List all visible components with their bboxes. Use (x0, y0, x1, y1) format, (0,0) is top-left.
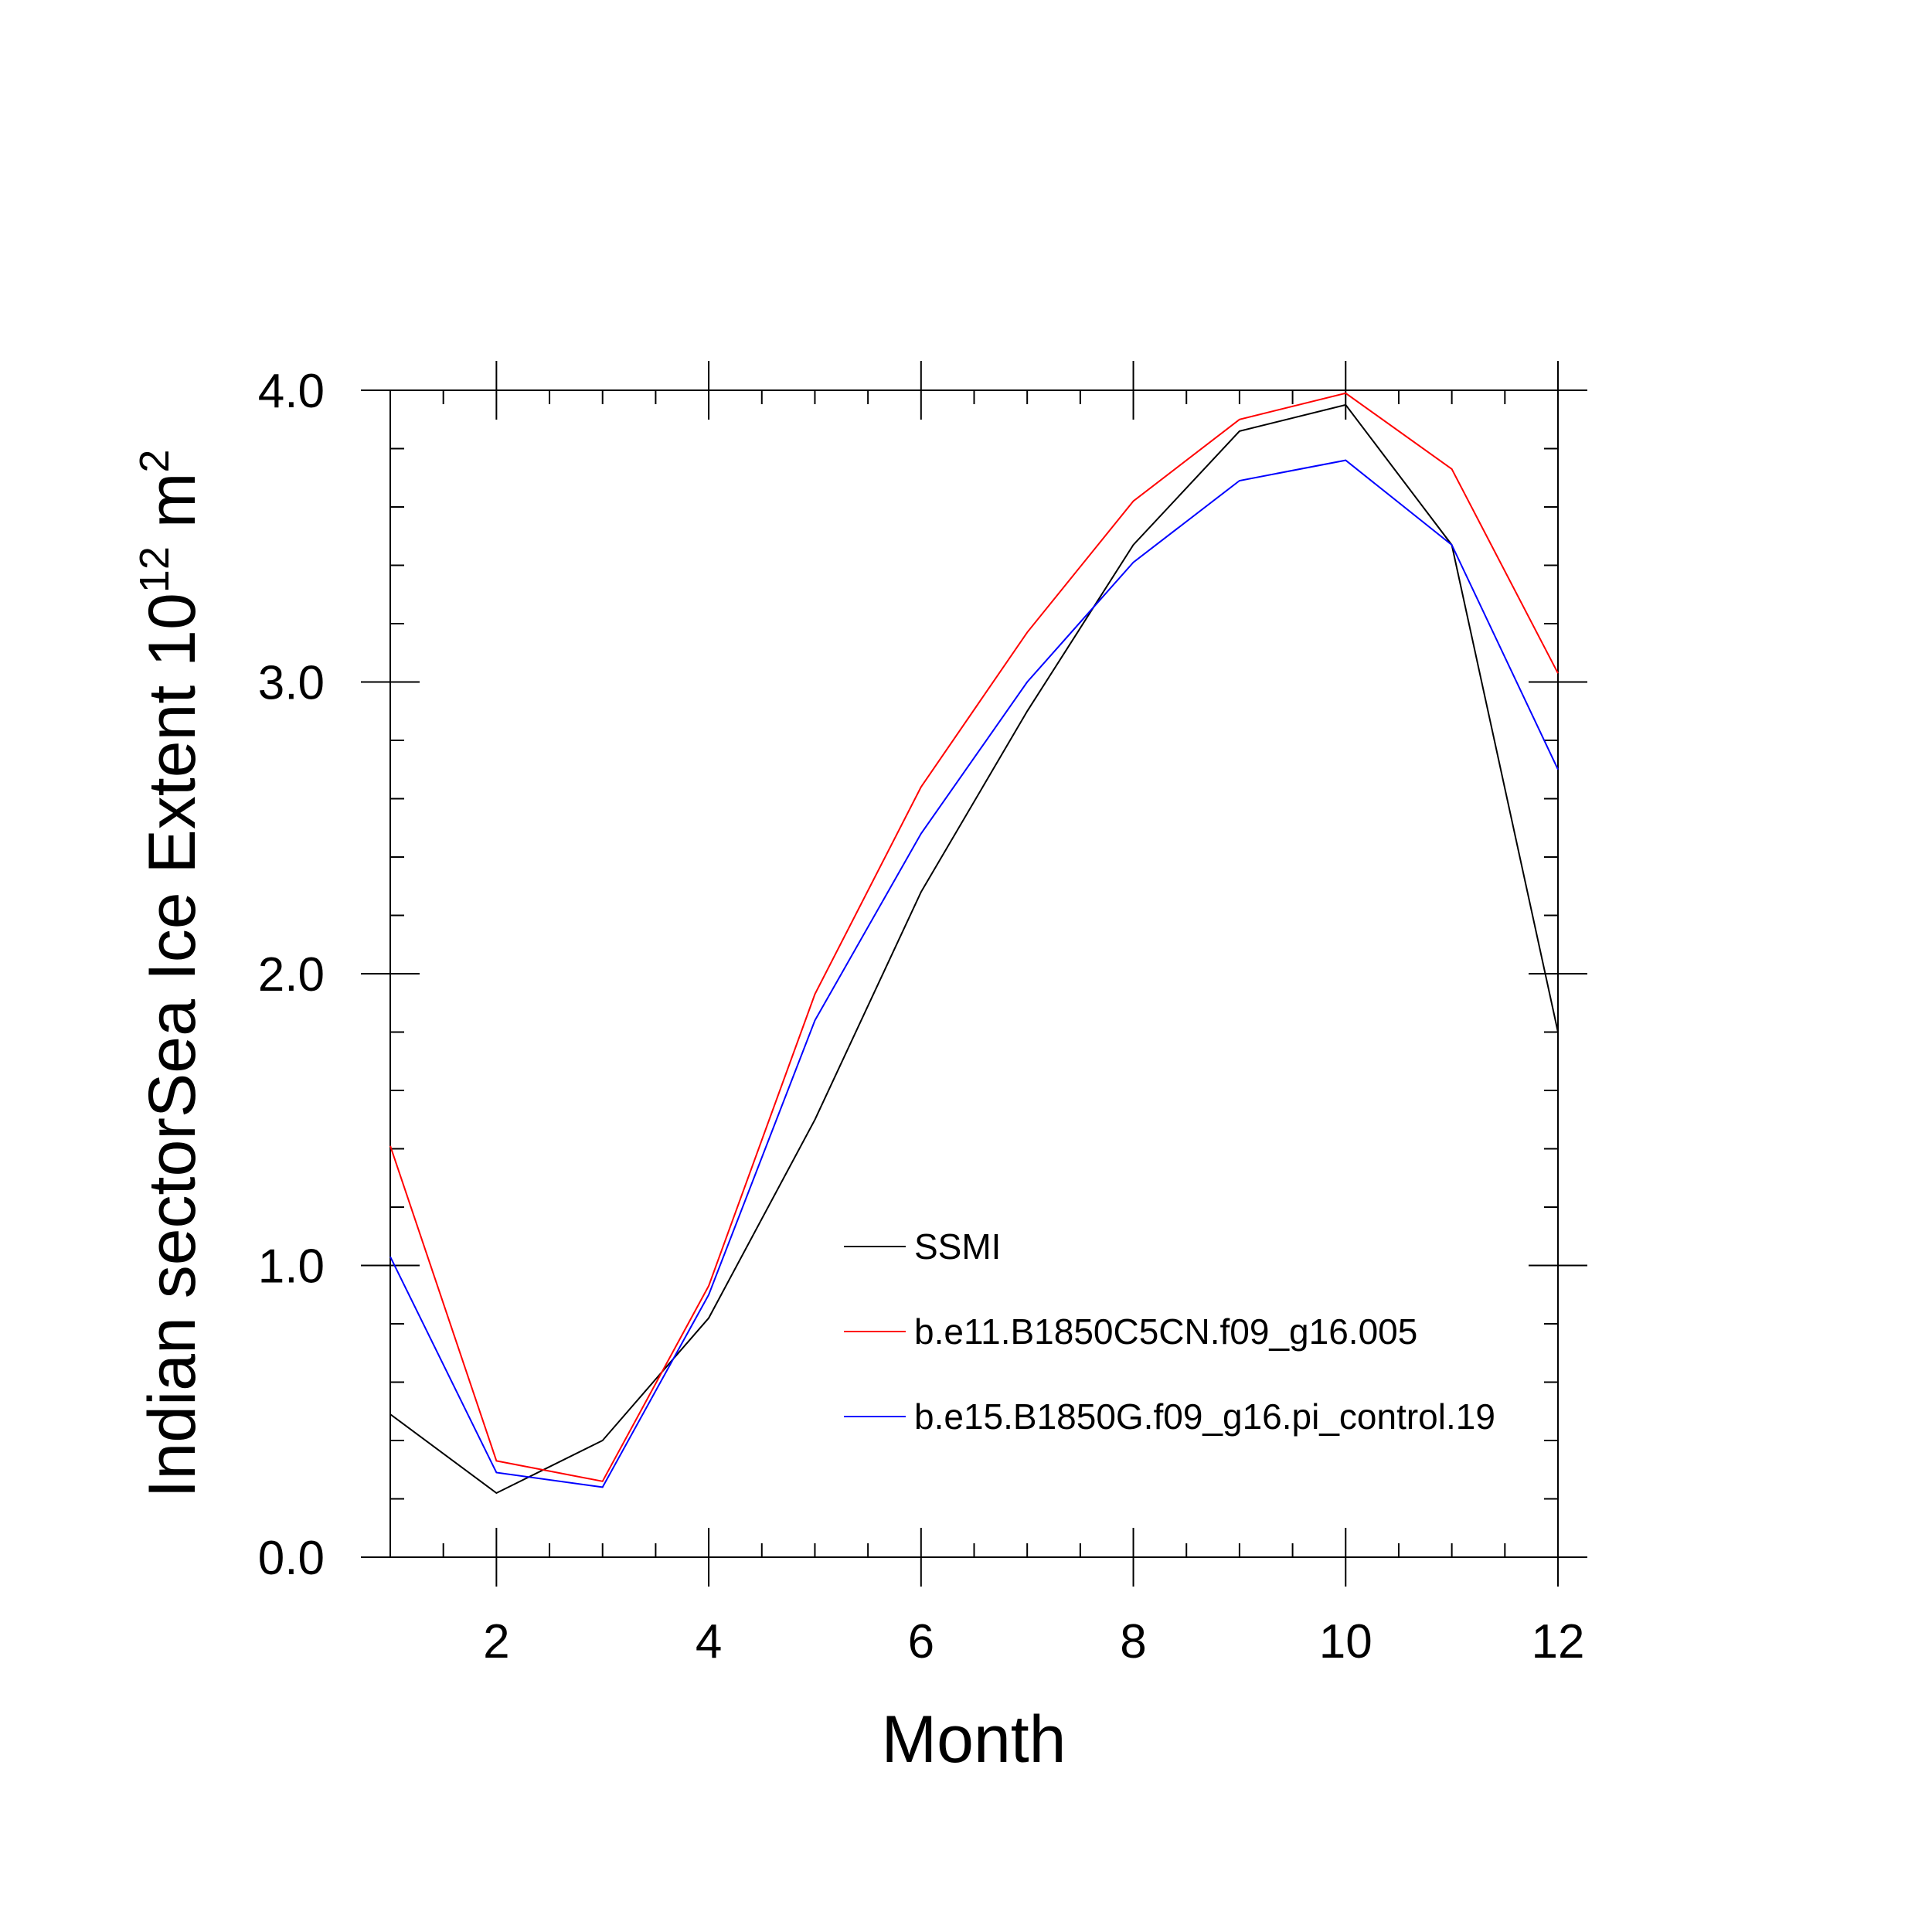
y-axis-title-unit: m (135, 473, 209, 547)
axis-tick-labels: 2 4 6 8 10 12 0.0 1.0 2.0 3.0 4.0 (258, 365, 1585, 1668)
y-tick-label: 3.0 (258, 657, 325, 710)
y-tick-label: 1.0 (258, 1240, 325, 1294)
y-axis-title: Indian sectorSea Ice Extent 1012 m2 (131, 450, 209, 1498)
axis-ticks (361, 361, 1587, 1587)
legend: SSMI b.e11.B1850C5CN.f09_g16.005 b.e15.B18… (844, 1226, 1495, 1437)
y-tick-label: 4.0 (258, 365, 325, 418)
y-tick-label: 0.0 (258, 1532, 325, 1585)
series-line (389, 459, 1559, 1488)
y-axis-title-unit-exponent: 2 (131, 450, 178, 473)
series-line (389, 392, 1559, 1482)
legend-label: b.e11.B1850C5CN.f09_g16.005 (914, 1311, 1417, 1352)
x-tick-label: 6 (908, 1615, 934, 1668)
x-tick-label: 12 (1532, 1615, 1585, 1668)
x-tick-label: 4 (696, 1615, 722, 1668)
x-tick-label: 2 (483, 1615, 509, 1668)
series-line (389, 403, 1559, 1495)
legend-label: SSMI (914, 1226, 1001, 1267)
series-lines (389, 392, 1559, 1495)
y-axis-title-exponent: 12 (131, 546, 178, 593)
legend-label: b.e15.B1850G.f09_g16.pi_control.19 (914, 1396, 1495, 1437)
y-axis-title-text: Indian sectorSea Ice Extent 10 (135, 593, 209, 1498)
x-tick-label: 10 (1319, 1615, 1372, 1668)
x-tick-label: 8 (1120, 1615, 1146, 1668)
y-tick-label: 2.0 (258, 948, 325, 1002)
x-axis-title: Month (881, 1702, 1066, 1777)
